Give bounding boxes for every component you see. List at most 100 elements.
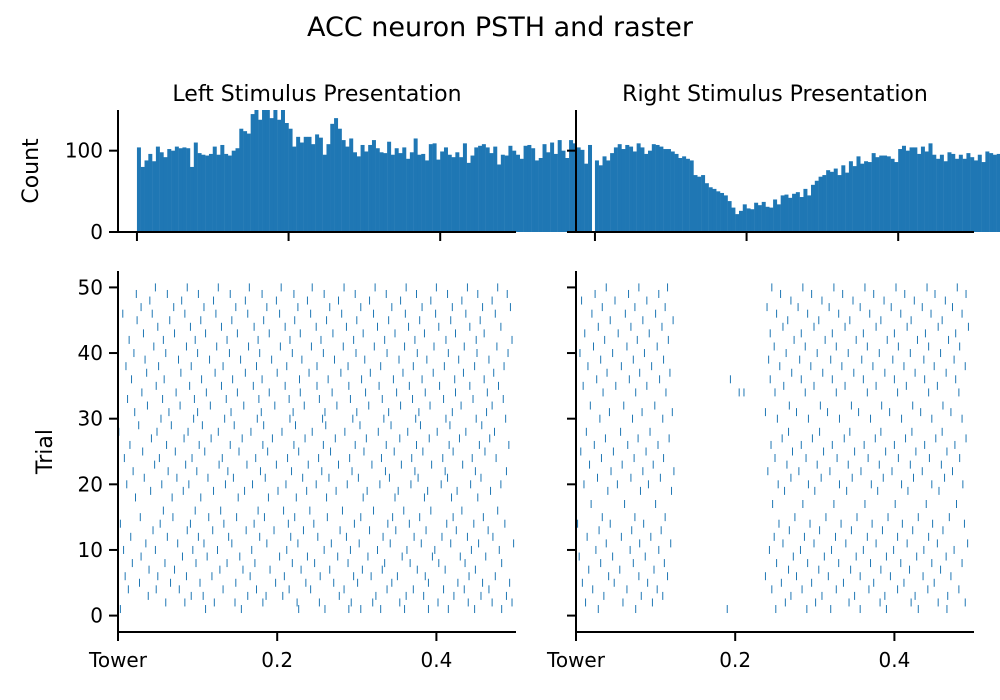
histogram-bar: [212, 146, 217, 232]
histogram-bar: [833, 168, 838, 232]
histogram-bar: [277, 119, 282, 232]
histogram-bar: [508, 145, 513, 232]
histogram-bar: [258, 119, 263, 232]
histogram-bar: [542, 144, 547, 232]
histogram-bar: [303, 136, 308, 232]
histogram-bar: [723, 195, 728, 232]
histogram-bar: [569, 140, 574, 232]
histogram-bar: [364, 151, 369, 232]
histogram-bar: [663, 149, 668, 232]
histogram-bar: [421, 153, 426, 232]
histogram-bar: [273, 110, 278, 232]
histogram-bar: [610, 153, 615, 232]
x-tick-label: 0.4: [878, 648, 910, 672]
histogram-bar: [750, 209, 755, 232]
histogram-bar: [349, 138, 354, 232]
histogram-bar: [776, 204, 781, 232]
histogram-bar: [171, 150, 176, 232]
histogram-bar: [655, 144, 660, 232]
histogram-bar: [550, 142, 555, 232]
y-tick-label: 0: [90, 220, 103, 244]
histogram-bar: [182, 147, 187, 232]
histogram-bar: [879, 155, 884, 232]
histogram-bar: [780, 195, 785, 232]
histogram-bar: [455, 152, 460, 232]
histogram-bar: [409, 152, 414, 232]
histogram-bar: [886, 156, 891, 232]
histogram-bar: [901, 145, 906, 232]
histogram-bar: [311, 144, 316, 232]
histogram-bar: [826, 170, 831, 232]
histogram-bar: [239, 128, 244, 232]
histogram-bar: [970, 157, 975, 232]
y-tick-label: 10: [78, 538, 103, 562]
x-tick-label: Tower: [88, 648, 148, 672]
histogram-bar: [497, 164, 502, 232]
histogram-bar: [208, 153, 213, 232]
histogram-bar: [246, 133, 251, 232]
histogram-bar: [205, 155, 210, 232]
histogram-bar: [924, 151, 929, 232]
histogram-bar: [894, 162, 899, 232]
histogram-bar: [512, 150, 517, 232]
histogram-bar: [360, 144, 365, 232]
histogram-bar: [493, 146, 498, 232]
raster-left-ylabel: Trial: [33, 429, 58, 475]
histogram-bar: [235, 148, 240, 232]
histogram-bar: [254, 110, 259, 232]
histogram-bar: [792, 193, 797, 232]
histogram-bar: [546, 152, 551, 232]
histogram-bar: [659, 146, 664, 232]
histogram-bar: [795, 192, 800, 232]
histogram-bar: [996, 153, 1000, 232]
histogram-bar: [527, 144, 532, 232]
histogram-bar: [697, 176, 702, 232]
histogram-bar: [905, 150, 910, 232]
histogram-bar: [470, 155, 475, 232]
histogram-bar: [318, 137, 323, 232]
histogram-bar: [474, 147, 479, 232]
histogram-bar: [917, 153, 922, 232]
histogram-bar: [462, 143, 467, 232]
histogram-bar: [280, 110, 285, 232]
histogram-bar: [761, 201, 766, 232]
histogram-bar: [754, 202, 759, 232]
histogram-bar: [939, 154, 944, 232]
histogram-bar: [951, 153, 956, 232]
histogram-bar: [738, 210, 743, 232]
histogram-bar: [981, 162, 986, 232]
histogram-bar: [356, 156, 361, 232]
histogram-bar: [909, 147, 914, 232]
histogram-bar: [500, 154, 505, 232]
histogram-bar: [651, 144, 656, 232]
histogram-bar: [201, 154, 206, 232]
histogram-bar: [152, 161, 157, 232]
histogram-bar: [538, 157, 543, 232]
histogram-bar: [561, 150, 566, 232]
histogram-bar: [584, 163, 589, 232]
histogram-bar: [920, 146, 925, 232]
histogram-bar: [678, 157, 683, 232]
histogram-bar: [398, 153, 403, 232]
y-tick-label: 50: [78, 275, 103, 299]
histogram-bar: [428, 144, 433, 232]
histogram-bar: [856, 156, 861, 232]
histogram-bar: [685, 158, 690, 232]
histogram-bar: [383, 153, 388, 232]
histogram-bar: [504, 155, 509, 232]
histogram-bar: [712, 188, 717, 232]
histogram-bar: [436, 159, 441, 232]
histogram-bar: [220, 144, 225, 232]
histogram-bar: [478, 145, 483, 232]
histogram-bar: [159, 152, 164, 232]
histogram-bar: [992, 154, 997, 232]
histogram-bar: [243, 131, 248, 232]
histogram-bar: [829, 171, 834, 232]
histogram-bar: [693, 175, 698, 232]
histogram-bar: [190, 166, 195, 232]
histogram-bar: [989, 153, 994, 232]
histogram-bar: [443, 147, 448, 232]
histogram-bar: [330, 123, 335, 232]
histogram-bar: [307, 136, 312, 232]
histogram-bar: [334, 118, 339, 232]
